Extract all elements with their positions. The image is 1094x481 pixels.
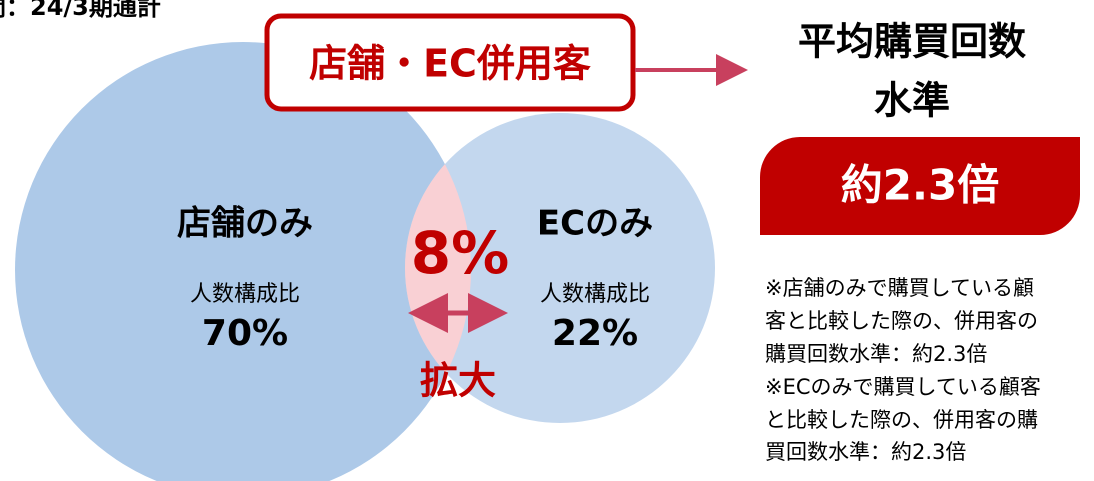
ec-caption: 人数構成比 [540, 282, 650, 307]
overlap-label: 店舗・EC併用客 [309, 42, 591, 86]
note: ※ECのみで購買している顧客 [765, 375, 1041, 399]
note: 買回数水準：約2.3倍 [765, 440, 966, 464]
result-title: 平均購買回数 [798, 20, 1026, 64]
store-share: 70% [202, 313, 288, 354]
period: 間：24/3期通計 [0, 0, 161, 21]
overlap-box [264, 13, 636, 112]
badge [760, 137, 1080, 235]
store-label: 店舗のみ [177, 204, 313, 244]
ec-share: 22% [552, 313, 638, 354]
ec-label: ECのみ [537, 204, 653, 244]
overlap-change: 拡大 [420, 359, 496, 403]
store-circle [15, 42, 471, 481]
result-title: 水準 [874, 79, 950, 123]
note: と比較した際の、併用客の購 [765, 408, 1038, 432]
store-caption: 人数構成比 [190, 282, 300, 307]
note: 購買回数水準：約2.3倍 [765, 342, 987, 366]
note: 客と比較した際の、併用客の [765, 309, 1038, 333]
note: ※店舗のみで購買している顧 [765, 276, 1034, 300]
ec-circle [405, 113, 715, 423]
overlap-share: 8% [411, 219, 509, 287]
badge-text: 約2.3倍 [841, 161, 999, 210]
notes: ※店舗のみで購買している顧 客と比較した際の、併用客の 購買回数水準：約2.3倍… [765, 276, 1041, 464]
